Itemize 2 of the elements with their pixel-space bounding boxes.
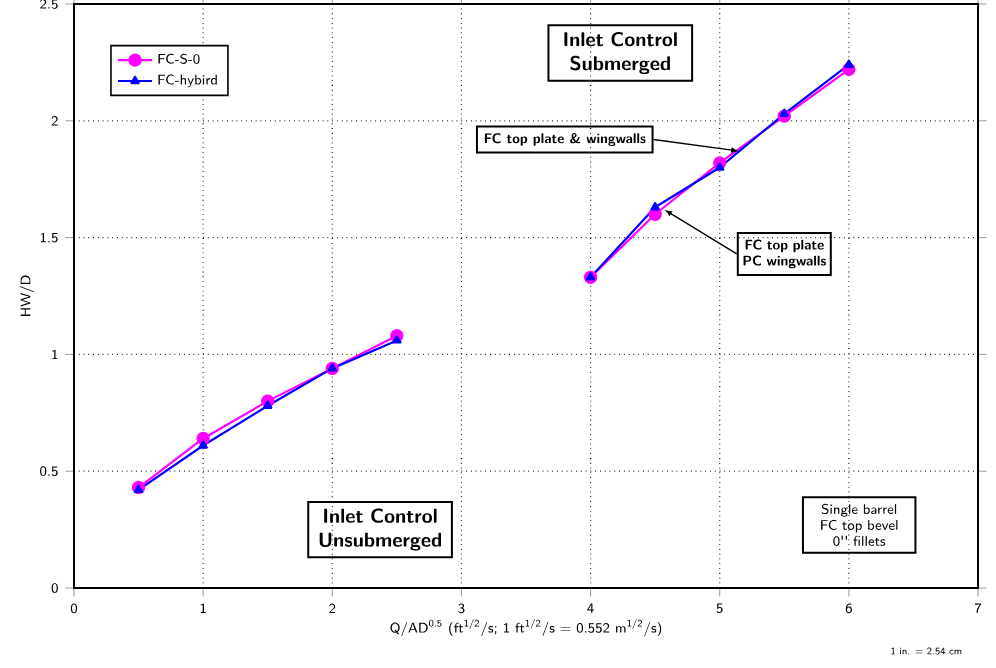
annotation: Inlet Control Unsubmerged (319, 508, 442, 551)
annotation: Inlet Control Submerged (564, 32, 677, 75)
